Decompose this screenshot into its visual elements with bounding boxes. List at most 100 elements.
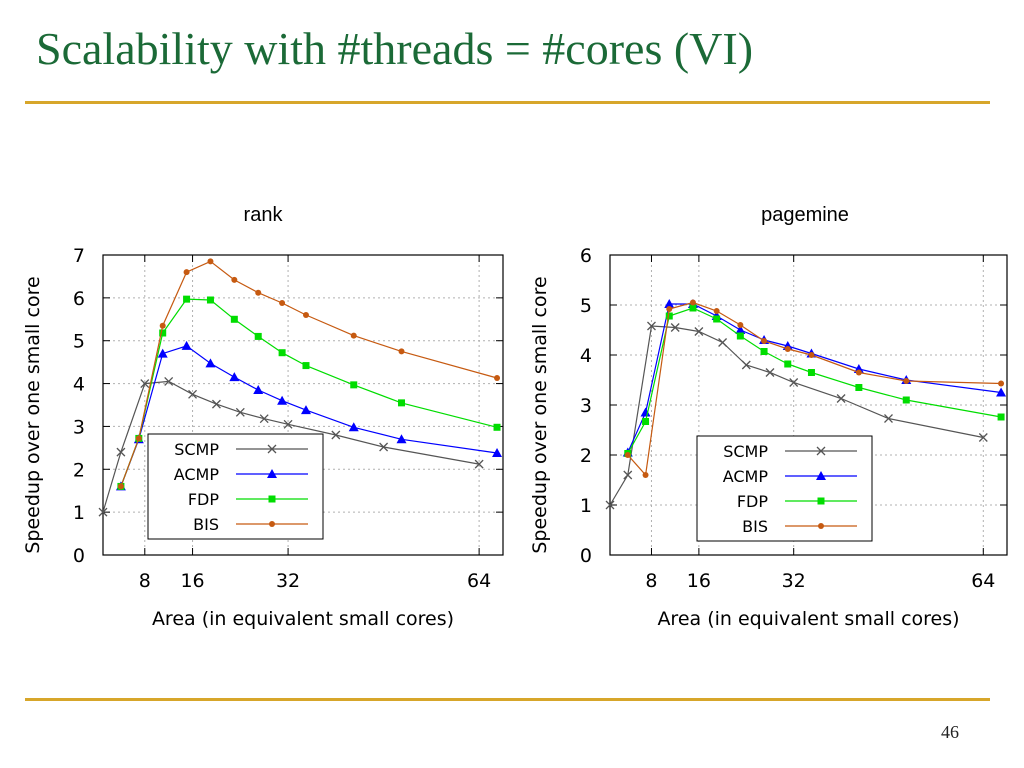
y-axis-label: Speedup over one small core [22,276,44,553]
chart-title-rank: rank [243,204,283,226]
y-tick-label: 0 [580,545,592,567]
data-point-acmp [664,299,675,308]
series-scmp [98,376,484,517]
data-point-bis [398,348,405,355]
y-tick-label: 1 [580,495,592,517]
data-point-scmp [647,321,656,331]
legend-marker-fdp [268,495,276,503]
series-bis [117,258,501,490]
data-point-scmp [741,360,751,370]
data-point-bis [350,332,357,339]
x-tick-label: 16 [687,570,711,592]
data-point-acmp [229,372,240,382]
data-point-scmp [283,419,293,429]
series-fdp [624,304,1005,457]
x-tick-label: 32 [276,570,300,592]
series-scmp [605,321,988,510]
legend-marker-bis [818,523,824,529]
data-point-scmp [116,447,126,457]
data-point-acmp [157,348,168,358]
data-point-fdp [902,396,910,404]
series-line-acmp [627,303,1002,453]
legend-marker-fdp [817,497,825,505]
data-point-fdp [760,348,768,355]
legend-marker-scmp [267,444,277,454]
data-point-scmp [789,378,799,387]
data-point-bis [784,346,791,352]
legend-label-fdp: FDP [188,490,220,509]
data-point-fdp [736,332,744,340]
data-point-scmp [694,327,704,336]
x-tick-label: 8 [139,570,151,592]
x-tick-label: 32 [782,570,806,592]
y-tick-label: 5 [580,295,592,317]
x-axis-label: Area (in equivalent small cores) [657,608,959,630]
data-point-scmp [605,500,615,510]
series-line-fdp [627,307,1002,454]
y-tick-label: 3 [580,395,592,417]
y-tick-label: 2 [73,459,85,481]
data-point-acmp [277,395,288,405]
y-tick-label: 4 [580,345,592,367]
data-point-fdp [230,315,238,323]
data-point-acmp [253,385,264,394]
series-line-bis [627,301,1002,477]
legend-box [696,435,873,542]
legend-marker-scmp [816,446,826,456]
data-point-scmp [836,394,846,403]
data-point-acmp [492,448,503,457]
y-tick-label: 4 [73,374,85,396]
data-point-fdp [254,332,262,340]
data-point-scmp [718,338,728,347]
series-line-fdp [120,298,498,487]
legend-label-scmp: SCMP [174,440,219,459]
data-point-bis [279,300,286,306]
slide-title: Scalability with #threads = #cores (VI) [36,23,754,74]
data-point-bis [207,258,214,265]
data-point-bis [255,289,262,296]
data-point-scmp [140,379,150,389]
data-point-fdp [206,296,214,304]
data-point-fdp [855,384,863,391]
data-point-bis [761,338,768,344]
legend-marker-bis [269,521,275,527]
data-point-fdp [493,423,501,431]
data-point-bis [642,472,649,478]
data-point-scmp [188,389,198,399]
y-tick-label: 6 [580,245,592,267]
data-point-acmp [735,325,746,334]
data-point-scmp [235,407,245,417]
title-divider [25,101,990,104]
series-line-scmp [102,380,480,513]
data-point-acmp [300,405,311,415]
y-tick-label: 5 [73,331,85,353]
legend-label-bis: BIS [193,515,219,534]
data-point-scmp [623,470,633,480]
legend-label-acmp: ACMP [174,465,220,484]
data-point-acmp [396,434,407,444]
chart-title-pagemine: pagemine [761,204,849,226]
data-point-scmp [259,414,269,424]
data-point-bis [737,322,744,328]
data-point-fdp [398,399,406,407]
legend-marker-acmp [816,471,826,480]
data-point-bis [808,352,815,358]
data-point-scmp [474,459,484,469]
legend-label-acmp: ACMP [723,467,769,486]
x-tick-label: 64 [467,570,491,592]
x-axis-label: Area (in equivalent small cores) [152,608,454,630]
data-point-acmp [640,407,651,417]
y-axis-label: Speedup over one small core [529,276,551,553]
y-tick-label: 2 [580,445,592,467]
data-point-fdp [350,381,358,389]
series-bis [624,299,1005,478]
series-line-acmp [120,345,498,487]
data-point-bis [713,308,720,314]
data-point-scmp [211,399,221,409]
data-point-fdp [642,418,650,425]
data-point-bis [183,269,190,276]
data-point-bis [855,369,862,376]
data-point-fdp [807,369,815,376]
data-point-scmp [331,430,341,440]
data-point-acmp [181,340,192,350]
